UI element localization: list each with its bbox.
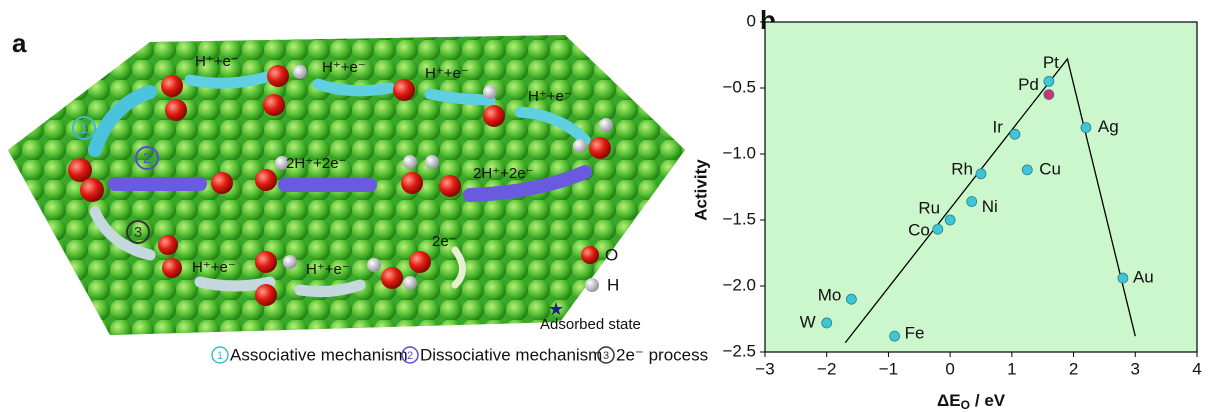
legend-number: 3	[603, 350, 609, 362]
point-label: Au	[1133, 268, 1154, 287]
point	[967, 197, 977, 207]
legend-hydrogen: H	[607, 275, 619, 294]
step-label: H⁺+e⁻	[306, 261, 350, 278]
mechanism-number: 2	[143, 150, 151, 167]
panel-label: a	[12, 28, 27, 58]
x-label-symbol: ΔE	[937, 391, 961, 410]
point	[1118, 273, 1128, 283]
legend-oxygen: O	[605, 245, 618, 264]
step-label: 2H⁺+2e⁻	[473, 165, 533, 182]
y-tick-label: −1.0	[722, 143, 756, 162]
step-label: H⁺+e⁻	[192, 259, 236, 276]
point-label: Fe	[905, 324, 925, 343]
y-tick-label: −1.5	[722, 209, 756, 228]
x-label-subscript: O	[961, 398, 970, 412]
legend-number: 1	[217, 350, 223, 362]
point-label: Pt	[1043, 53, 1059, 72]
point	[976, 169, 986, 179]
x-axis-label: ΔEO / eV	[937, 391, 1006, 412]
point	[1022, 165, 1032, 175]
y-axis-label: Activity	[691, 159, 710, 221]
point-label: Ru	[918, 198, 940, 217]
mechanism-number: 3	[134, 224, 142, 241]
point	[933, 224, 943, 234]
step-label: H⁺+e⁻	[425, 65, 469, 82]
x-tick-label: −3	[755, 359, 774, 378]
point-label: Pd	[1018, 75, 1039, 94]
point-label: Rh	[951, 159, 973, 178]
point-label: Ir	[993, 118, 1004, 137]
point-label: Ag	[1098, 117, 1119, 136]
y-tick-label: −0.5	[722, 77, 756, 96]
point	[945, 215, 955, 225]
x-tick-label: −2	[817, 359, 836, 378]
x-tick-label: 2	[1069, 359, 1078, 378]
point-label: Ni	[982, 197, 998, 216]
point	[846, 294, 856, 304]
legend-number: 2	[407, 350, 413, 362]
y-tick-label: −2.5	[722, 341, 756, 360]
point-label: Mo	[818, 286, 842, 305]
step-label: H⁺+e⁻	[322, 59, 366, 76]
x-tick-label: −1	[879, 359, 898, 378]
y-tick-label: −2.0	[722, 275, 756, 294]
step-label: 2H⁺+2e⁻	[286, 155, 346, 172]
y-tick-label: 0	[747, 11, 756, 30]
step-label: 2e⁻	[432, 233, 457, 250]
legend-text: Associative mechanism	[230, 345, 408, 364]
point	[822, 318, 832, 328]
legend-text: Dissociative mechanism	[420, 345, 602, 364]
point-label: W	[800, 312, 816, 331]
x-tick-label: 4	[1192, 359, 1201, 378]
x-label-unit: / eV	[975, 391, 1006, 410]
legend-adsorbed: Adsorbed state	[540, 316, 641, 333]
step-label: H⁺+e⁻	[528, 88, 572, 105]
point	[1044, 76, 1054, 86]
point	[890, 331, 900, 341]
x-tick-label: 3	[1131, 359, 1140, 378]
point	[1044, 90, 1054, 100]
x-tick-label: 0	[945, 359, 954, 378]
figure: ★ a b O H Adsorbed state Activity ΔEO/ e…	[0, 0, 1213, 412]
step-label: H⁺+e⁻	[195, 53, 239, 70]
legend-text: 2e⁻ process	[616, 345, 708, 364]
point	[1081, 123, 1091, 133]
point-label: Cu	[1039, 159, 1061, 178]
mechanism-number: 1	[80, 120, 88, 137]
point-label: Co	[908, 221, 930, 240]
point	[1010, 129, 1020, 139]
x-tick-label: 1	[1007, 359, 1016, 378]
